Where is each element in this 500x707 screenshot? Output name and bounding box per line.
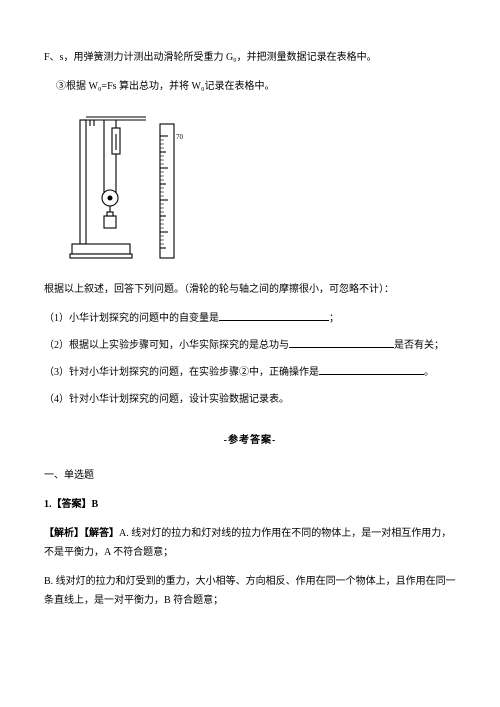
step-3: ③根据 W₀=Fs 算出总功，并将 W₀记录在表格中。 — [44, 77, 456, 96]
question-4: （4）针对小华计划探究的问题，设计实验数据记录表。 — [44, 390, 456, 409]
section-1-heading: 一、单选题 — [44, 466, 456, 485]
q3-tail: 。 — [424, 367, 434, 378]
answers-heading: -参考答案- — [44, 431, 456, 450]
blank-3 — [319, 366, 424, 375]
q2-text-a: （2）根据以上实验步骤可知，小华实际探究的是总功与 — [44, 340, 289, 351]
explanation-a: 【解析】【解答】A. 线对灯的拉力和灯对线的拉力作用在不同的物体上，是一对相互作… — [44, 524, 456, 562]
blank-2 — [289, 339, 394, 348]
pulley-svg: 70 — [68, 106, 228, 266]
q1-text: （1）小华计划探究的问题中的自变量是 — [44, 313, 219, 324]
question-1: （1）小华计划探究的问题中的自变量是 ； — [44, 309, 456, 328]
question-2: （2）根据以上实验步骤可知，小华实际探究的是总功与 是否有关； — [44, 336, 456, 355]
svg-text:70: 70 — [176, 133, 184, 141]
q2-text-b: 是否有关； — [394, 340, 444, 351]
q1-tail: ； — [329, 313, 339, 324]
intro-line: F、s，用弹簧测力计测出动滑轮所受重力 G₀，并把测量数据记录在表格中。 — [44, 48, 456, 67]
question-3: （3）针对小华计划探究的问题，在实验步骤②中，正确操作是 。 — [44, 363, 456, 382]
answer-1-label: 1.【答案】B — [44, 495, 456, 514]
pulley-figure: 70 — [68, 106, 228, 266]
q3-text-a: （3）针对小华计划探究的问题，在实验步骤②中，正确操作是 — [44, 367, 319, 378]
prompt-text: 根据以上叙述，回答下列问题。（滑轮的轮与轴之间的摩擦很小，可忽略不计）： — [44, 280, 456, 299]
explanation-label: 【解析】【解答】 — [44, 528, 119, 539]
explanation-b: B. 线对灯的拉力和灯受到的重力，大小相等、方向相反、作用在同一个物体上，且作用… — [44, 572, 456, 610]
blank-1 — [219, 312, 329, 321]
